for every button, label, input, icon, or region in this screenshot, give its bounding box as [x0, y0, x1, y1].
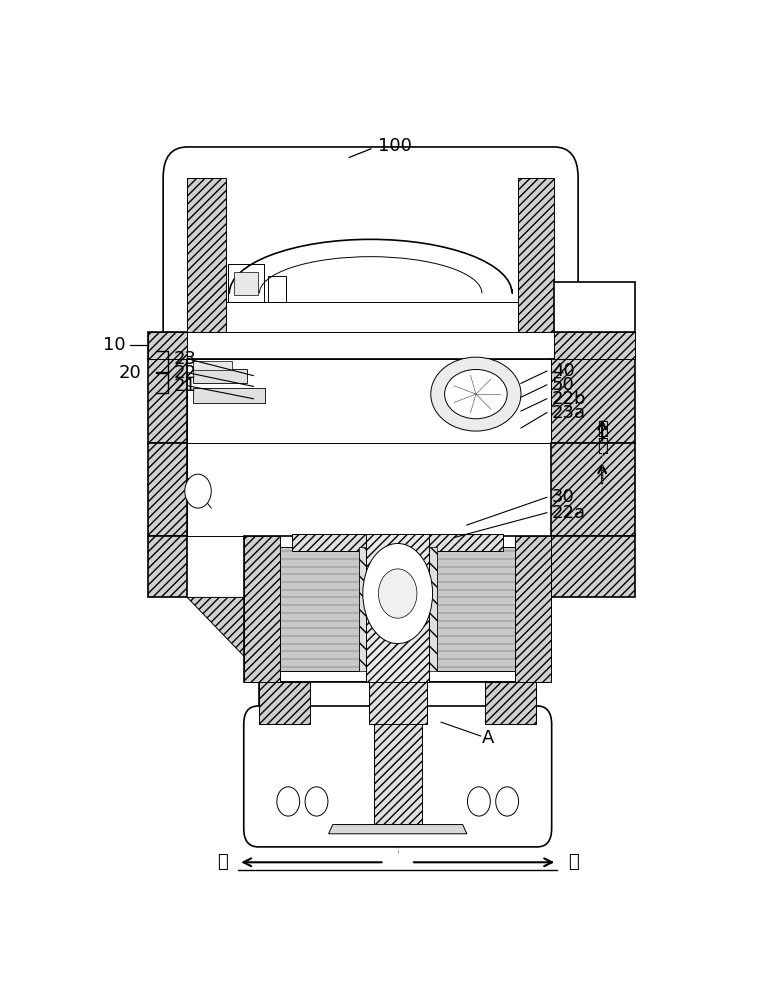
- Text: 30: 30: [552, 488, 574, 506]
- Ellipse shape: [185, 474, 211, 508]
- Text: 22a: 22a: [552, 504, 586, 522]
- Polygon shape: [148, 332, 187, 359]
- Ellipse shape: [496, 787, 518, 816]
- Text: 22: 22: [174, 364, 197, 382]
- Polygon shape: [187, 443, 551, 536]
- FancyBboxPatch shape: [163, 147, 578, 363]
- Ellipse shape: [363, 544, 432, 644]
- Polygon shape: [551, 443, 636, 536]
- Polygon shape: [369, 682, 427, 724]
- Text: 20: 20: [119, 364, 141, 382]
- Polygon shape: [293, 534, 503, 551]
- Polygon shape: [148, 536, 187, 597]
- Ellipse shape: [445, 369, 508, 419]
- Polygon shape: [545, 597, 551, 663]
- Text: 上: 上: [597, 437, 608, 455]
- Text: 23: 23: [174, 350, 197, 368]
- Polygon shape: [429, 547, 437, 671]
- Polygon shape: [366, 534, 429, 682]
- Polygon shape: [518, 178, 554, 332]
- Text: 下: 下: [597, 420, 608, 438]
- Polygon shape: [485, 682, 536, 724]
- Ellipse shape: [379, 569, 417, 618]
- Text: 50: 50: [552, 376, 574, 394]
- Bar: [227, 302, 518, 332]
- Polygon shape: [437, 547, 515, 671]
- Ellipse shape: [277, 787, 300, 816]
- Ellipse shape: [467, 787, 490, 816]
- FancyBboxPatch shape: [244, 706, 552, 847]
- Bar: [193, 388, 265, 403]
- Polygon shape: [148, 359, 187, 443]
- Polygon shape: [187, 359, 551, 443]
- Polygon shape: [148, 443, 187, 536]
- Polygon shape: [328, 825, 467, 834]
- Ellipse shape: [431, 357, 521, 431]
- Polygon shape: [515, 536, 551, 682]
- Polygon shape: [259, 682, 536, 724]
- Polygon shape: [374, 724, 422, 828]
- Text: 100: 100: [379, 137, 412, 155]
- Text: A: A: [482, 729, 494, 747]
- Text: 23a: 23a: [552, 404, 586, 422]
- Polygon shape: [187, 178, 227, 332]
- Text: 40: 40: [552, 362, 574, 380]
- Bar: [268, 276, 286, 302]
- Polygon shape: [551, 359, 636, 443]
- Polygon shape: [244, 536, 280, 682]
- Text: 22b: 22b: [552, 390, 586, 408]
- Polygon shape: [554, 332, 636, 359]
- Polygon shape: [244, 536, 551, 682]
- Polygon shape: [551, 536, 636, 597]
- Bar: [193, 369, 248, 383]
- Polygon shape: [280, 547, 359, 671]
- Bar: [234, 272, 258, 295]
- Bar: [193, 361, 232, 370]
- Text: 左: 左: [217, 853, 227, 871]
- Text: 10: 10: [103, 336, 126, 354]
- Bar: [554, 282, 636, 332]
- Polygon shape: [259, 682, 310, 724]
- Ellipse shape: [305, 787, 328, 816]
- Polygon shape: [148, 332, 636, 359]
- Polygon shape: [187, 597, 251, 663]
- Bar: [228, 264, 264, 302]
- Polygon shape: [359, 547, 366, 671]
- Text: 21: 21: [174, 377, 197, 395]
- Text: 右: 右: [568, 853, 579, 871]
